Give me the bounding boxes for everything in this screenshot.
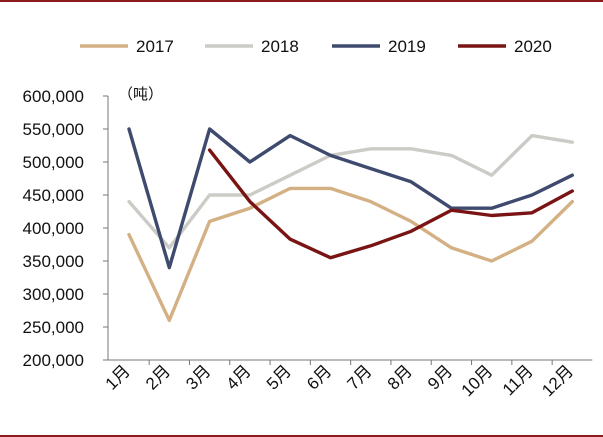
legend-label-2018: 2018 — [261, 37, 299, 56]
series-line-2018 — [127, 133, 574, 250]
y-tick-label: 600,000 — [23, 87, 84, 106]
x-tick-label: 7月 — [343, 361, 375, 393]
unit-label: （吨） — [118, 86, 163, 103]
x-tick-label: 5月 — [263, 361, 295, 393]
legend-label-2020: 2020 — [514, 37, 552, 56]
x-tick-label: 4月 — [223, 361, 255, 393]
y-tick-label: 300,000 — [23, 285, 84, 304]
legend-label-2017: 2017 — [136, 37, 174, 56]
x-tick-label: 6月 — [303, 361, 335, 393]
x-tick-label: 9月 — [424, 361, 456, 393]
x-tick-label: 11月 — [499, 361, 537, 399]
top-border — [0, 0, 603, 2]
y-tick-label: 550,000 — [23, 120, 84, 139]
axes: 200,000 250,000 300,000 350,000 400,000 450,0… — [23, 87, 593, 400]
x-tick-label: 8月 — [384, 361, 416, 393]
series-line-2019 — [127, 127, 574, 270]
y-tick-label: 250,000 — [23, 318, 84, 337]
bottom-border — [0, 435, 603, 437]
x-tick-label: 10月 — [458, 361, 497, 400]
legend-label-2019: 2019 — [388, 37, 426, 56]
x-tick-label: 2月 — [142, 361, 174, 393]
y-tick-label: 350,000 — [23, 252, 84, 271]
x-tick-label: 3月 — [182, 361, 214, 393]
series-line-2020 — [207, 148, 574, 260]
y-tick-label: 450,000 — [23, 186, 84, 205]
x-tick-label: 12月 — [538, 361, 577, 400]
y-tick-label: 500,000 — [23, 153, 84, 172]
y-tick-label: 400,000 — [23, 219, 84, 238]
series-group — [127, 127, 574, 323]
legend: 2017 2018 2019 2020 — [80, 37, 552, 56]
x-tick-label: 1月 — [102, 361, 134, 393]
y-tick-label: 200,000 — [23, 351, 84, 370]
series-line-2017 — [127, 186, 574, 323]
